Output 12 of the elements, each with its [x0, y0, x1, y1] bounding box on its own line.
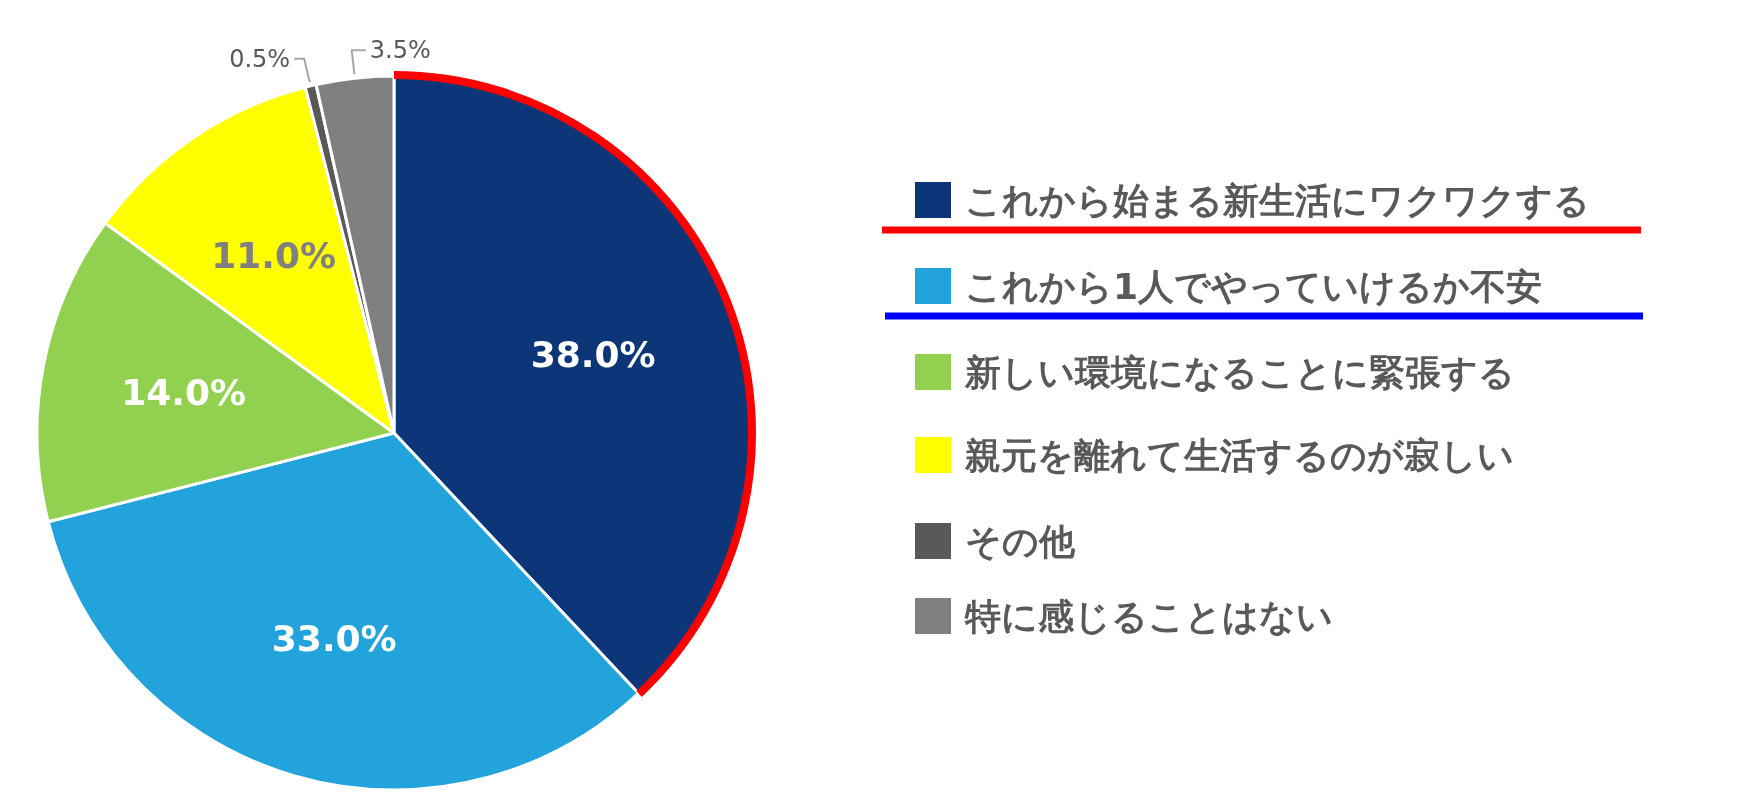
data-label: 33.0%: [271, 618, 397, 660]
data-label: 38.0%: [530, 333, 656, 375]
data-label: 3.5%: [369, 36, 431, 65]
legend-label: これから1人でやっていけるか不安: [965, 265, 1543, 307]
legend-label: 新しい環境になることに緊張する: [964, 351, 1515, 393]
legend-label: その他: [965, 520, 1076, 562]
data-label: 14.0%: [121, 372, 247, 414]
legend-label: これから始まる新生活にワクワクする: [965, 179, 1590, 221]
legend-label: 特に感じることはない: [964, 595, 1333, 637]
legend-label: 親元を離れて生活するのが寂しい: [964, 434, 1514, 476]
data-label: 11.0%: [211, 235, 337, 277]
data-label: 0.5%: [229, 44, 291, 73]
